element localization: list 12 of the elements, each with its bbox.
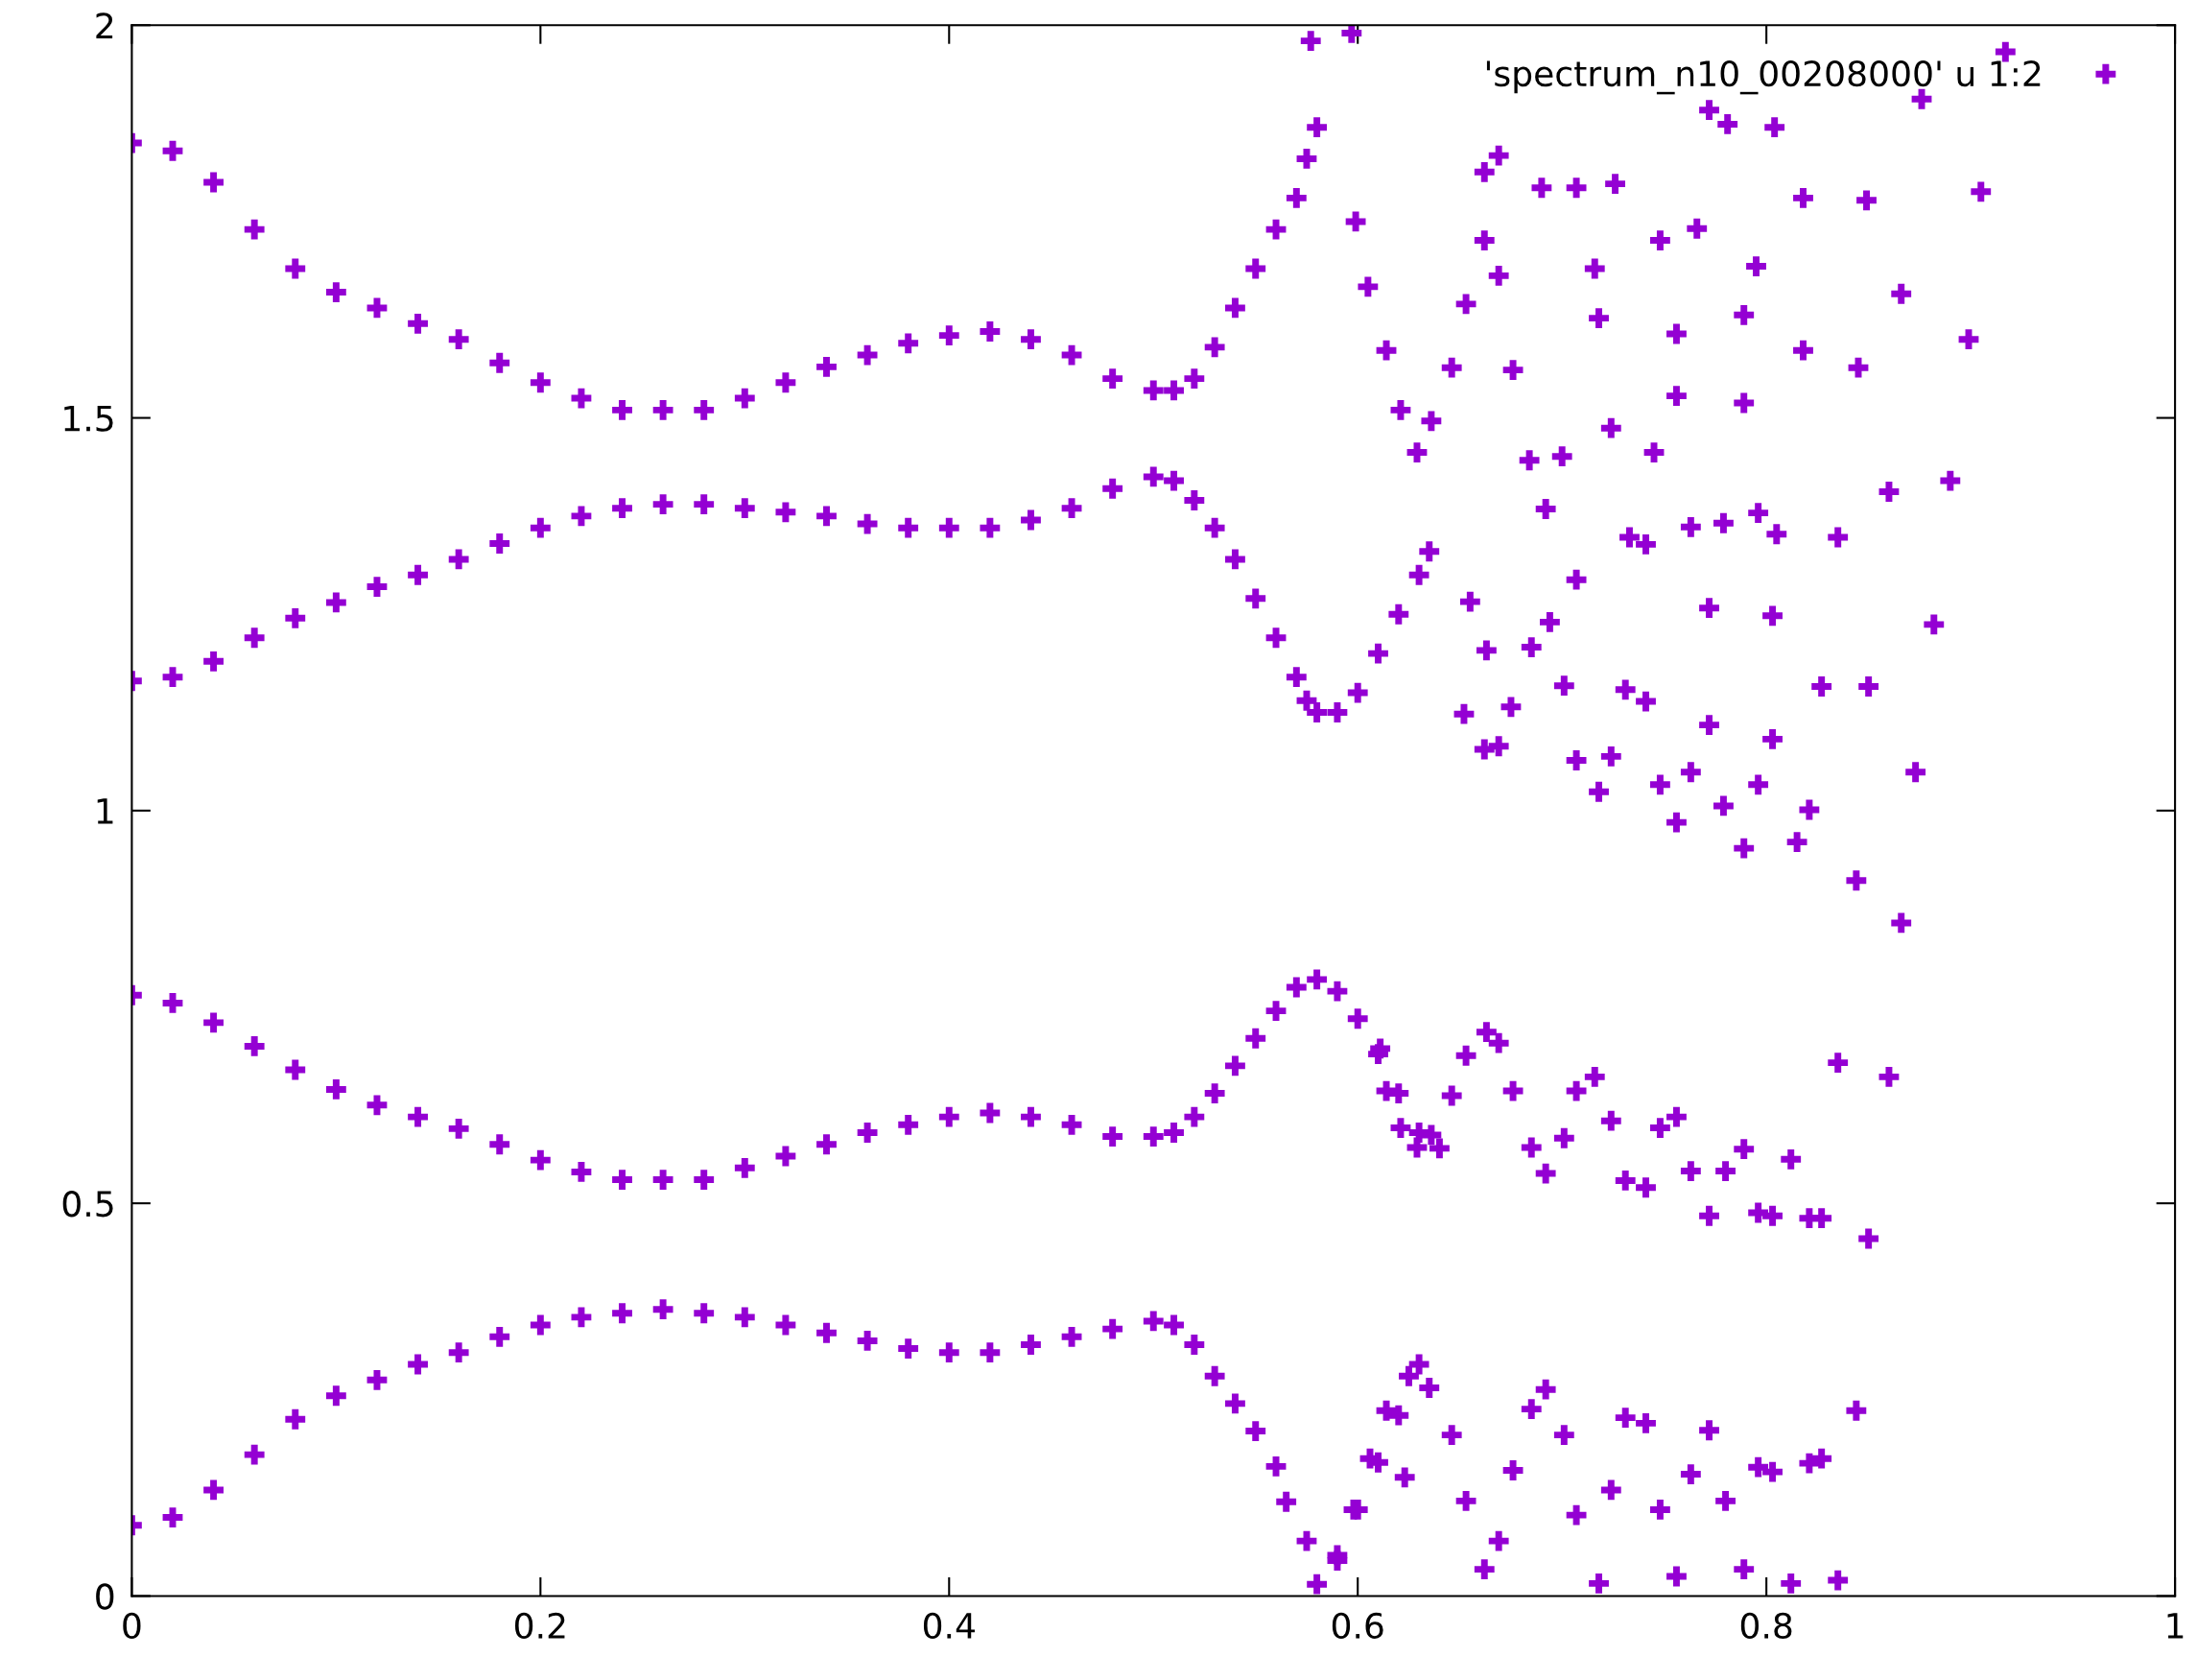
y-tick-label: 0	[96, 1583, 114, 1610]
x-tick-label: 0.4	[923, 1612, 975, 1640]
x-tick-label: 0	[123, 1612, 141, 1640]
y-tick-label: 2	[96, 12, 113, 38]
y-tick-label: 0.5	[62, 1191, 113, 1218]
x-tick-label: 0.2	[515, 1612, 565, 1640]
legend-label: 'spectrum_n10_00208000' u 1:2	[1486, 60, 2041, 95]
x-tick-label: 0.8	[1740, 1612, 1792, 1640]
y-tick-label: 1.5	[64, 405, 113, 432]
x-tick-label: 1	[2167, 1613, 2184, 1639]
x-tick-label: 0.6	[1332, 1612, 1383, 1640]
y-tick-label: 1	[97, 798, 113, 824]
